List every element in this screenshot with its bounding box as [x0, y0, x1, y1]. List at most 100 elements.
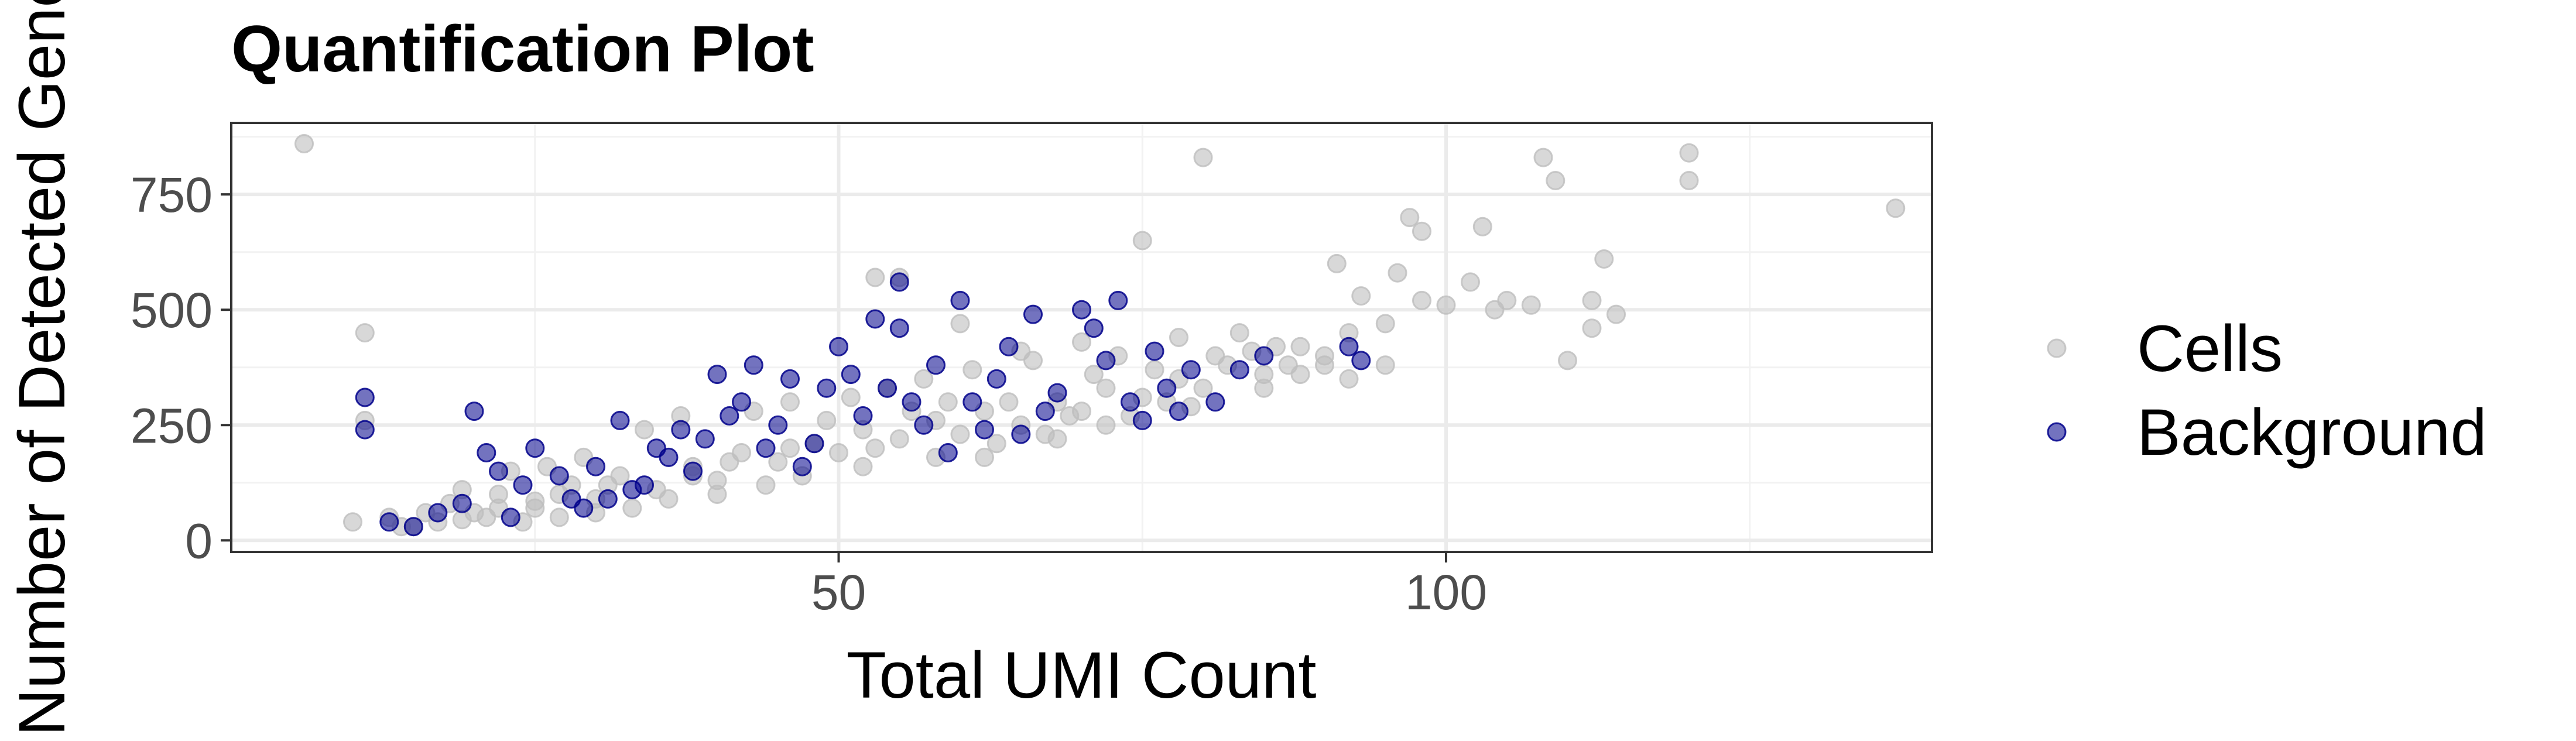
- point-background: [1339, 337, 1359, 356]
- x-axis-title: Total UMI Count: [847, 639, 1317, 712]
- point-background: [1084, 318, 1104, 338]
- point-background: [1096, 351, 1116, 370]
- plot-grid: [231, 123, 1932, 552]
- point-background: [962, 392, 982, 412]
- point-cells: [1072, 332, 1091, 352]
- point-cells: [1254, 378, 1274, 398]
- point-background: [355, 387, 375, 407]
- point-cells: [1461, 272, 1480, 292]
- point-background: [804, 434, 824, 454]
- y-tick-label: 0: [185, 513, 213, 568]
- point-cells: [635, 420, 654, 440]
- point-cells: [622, 498, 642, 518]
- point-background: [1205, 392, 1225, 412]
- point-cells: [1388, 263, 1407, 283]
- point-background: [707, 365, 727, 385]
- series-cells: [294, 134, 1906, 537]
- point-cells: [1412, 290, 1431, 310]
- point-background: [1145, 341, 1164, 361]
- point-background: [744, 355, 763, 375]
- point-cells: [1558, 351, 1577, 370]
- point-cells: [1436, 295, 1456, 315]
- point-background: [671, 420, 691, 440]
- point-cells: [525, 491, 545, 511]
- point-cells: [1169, 328, 1188, 347]
- point-cells: [1472, 217, 1492, 236]
- point-cells: [549, 507, 569, 527]
- y-axis-ticks: 0 250 500 750: [131, 167, 231, 568]
- point-background: [1157, 378, 1177, 398]
- point-cells: [938, 392, 958, 412]
- point-cells: [452, 510, 472, 530]
- point-background: [1035, 402, 1055, 421]
- point-cells: [999, 392, 1019, 412]
- point-cells: [1546, 171, 1566, 190]
- point-background: [683, 461, 703, 481]
- point-background: [610, 410, 630, 430]
- point-background: [926, 355, 946, 375]
- point-cells: [841, 387, 861, 407]
- point-cells: [1485, 300, 1505, 320]
- point-background: [1011, 424, 1031, 444]
- chart-title: Quantification Plot: [231, 12, 814, 85]
- point-background: [768, 415, 788, 435]
- legend-label-background: Background: [2137, 396, 2487, 469]
- point-cells: [1582, 290, 1602, 310]
- point-cells: [1290, 337, 1310, 356]
- point-background: [999, 337, 1019, 356]
- point-cells: [659, 489, 679, 509]
- series-background: [355, 272, 1371, 537]
- point-background: [1351, 351, 1371, 370]
- point-cells: [1023, 351, 1043, 370]
- point-cells: [1582, 318, 1602, 338]
- point-background: [720, 406, 739, 426]
- x-tick-label: 100: [1405, 565, 1487, 620]
- point-cells: [294, 134, 314, 153]
- point-background: [938, 443, 958, 462]
- point-cells: [1132, 231, 1152, 251]
- point-cells: [768, 452, 788, 472]
- point-cells: [1594, 249, 1614, 269]
- point-cells: [1375, 314, 1395, 334]
- point-cells: [1060, 406, 1080, 426]
- point-cells: [343, 512, 362, 532]
- point-background: [501, 507, 520, 527]
- point-cells: [707, 485, 727, 504]
- point-cells: [1400, 208, 1420, 228]
- point-cells: [1205, 346, 1225, 366]
- y-tick-label: 750: [131, 167, 213, 222]
- point-background: [950, 290, 970, 310]
- point-cells: [355, 323, 375, 343]
- point-cells: [1096, 378, 1116, 398]
- point-background: [889, 318, 909, 338]
- point-background: [792, 457, 812, 476]
- x-axis-ticks: 50 100: [811, 552, 1487, 620]
- point-background: [379, 512, 399, 532]
- point-cells: [1193, 147, 1213, 167]
- point-cells: [829, 443, 848, 462]
- point-background: [598, 489, 618, 509]
- x-tick-label: 50: [811, 565, 866, 620]
- point-cells: [780, 438, 800, 458]
- point-cells: [1327, 253, 1347, 273]
- point-background: [1072, 300, 1091, 320]
- point-background: [1108, 290, 1128, 310]
- point-background: [586, 457, 605, 476]
- point-cells: [975, 447, 994, 467]
- point-cells: [1606, 304, 1626, 324]
- point-background: [464, 402, 484, 421]
- point-cells: [865, 438, 885, 458]
- point-cells: [1145, 360, 1164, 380]
- legend-key-background: [2047, 422, 2067, 442]
- point-background: [1023, 304, 1043, 324]
- point-cells: [1533, 147, 1553, 167]
- legend-key-cells: [2047, 338, 2067, 358]
- legend: Cells Background: [2047, 312, 2487, 469]
- point-background: [1229, 360, 1249, 380]
- plot-panel-border: [230, 122, 1933, 553]
- point-background: [975, 420, 994, 440]
- point-background: [732, 392, 751, 412]
- point-cells: [1375, 355, 1395, 375]
- point-cells: [1193, 378, 1213, 398]
- point-cells: [1096, 415, 1116, 435]
